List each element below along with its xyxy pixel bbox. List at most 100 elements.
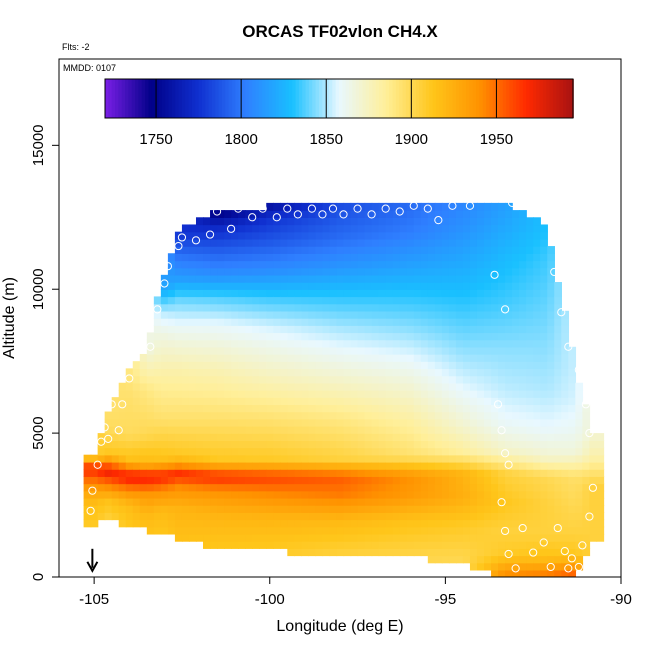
heatmap-cell xyxy=(364,490,373,499)
heatmap-cell xyxy=(287,483,296,492)
heatmap-cell xyxy=(210,425,218,434)
heatmap-cell xyxy=(512,404,520,413)
heatmap-cell xyxy=(181,325,190,334)
heatmap-cell xyxy=(280,353,289,362)
heatmap-cell xyxy=(561,433,570,441)
heatmap-cell xyxy=(420,282,429,290)
heatmap-cell xyxy=(350,497,359,506)
heatmap-cell xyxy=(322,490,331,499)
colorbar-segment xyxy=(466,79,471,118)
colorbar-segment xyxy=(228,79,233,118)
heatmap-cell xyxy=(195,411,204,420)
heatmap-cell xyxy=(540,353,548,362)
heatmap-cell xyxy=(392,505,401,513)
heatmap-cell xyxy=(371,375,380,384)
heatmap-cell xyxy=(301,231,310,240)
heatmap-cell xyxy=(385,238,394,247)
heatmap-cell xyxy=(132,469,141,477)
heatmap-cell xyxy=(357,353,366,362)
heatmap-cell xyxy=(455,353,464,362)
heatmap-cell xyxy=(203,418,211,427)
heatmap-cell xyxy=(238,224,246,233)
heatmap-cell xyxy=(181,267,190,276)
heatmap-cell xyxy=(357,512,366,521)
heatmap-cell xyxy=(371,440,380,449)
observation-point xyxy=(564,342,573,351)
heatmap-cell xyxy=(301,238,310,247)
heatmap-cell xyxy=(575,548,584,557)
colorbar-segment xyxy=(359,79,364,118)
heatmap-cell xyxy=(434,447,443,456)
heatmap-cell xyxy=(448,418,457,427)
heatmap-cell xyxy=(329,368,338,377)
heatmap-cell xyxy=(210,382,218,391)
heatmap-cell xyxy=(392,483,401,492)
heatmap-cell xyxy=(371,476,380,485)
heatmap-cell xyxy=(399,440,408,449)
heatmap-cell xyxy=(434,519,443,528)
heatmap-cell xyxy=(188,289,197,298)
heatmap-cell xyxy=(203,246,211,254)
heatmap-cell xyxy=(476,533,485,542)
heatmap-cell xyxy=(153,389,162,398)
heatmap-cell xyxy=(153,461,162,470)
heatmap-cell xyxy=(469,469,478,477)
heatmap-cell xyxy=(512,411,520,420)
heatmap-cell xyxy=(245,267,253,276)
heatmap-cell xyxy=(252,346,260,355)
heatmap-cell xyxy=(146,519,155,528)
observation-point xyxy=(93,460,102,469)
heatmap-cell xyxy=(596,454,605,463)
heatmap-cell xyxy=(167,476,176,485)
colorbar-segment xyxy=(282,79,287,118)
heatmap-cell xyxy=(350,267,359,276)
heatmap-cell xyxy=(568,418,577,427)
heatmap-cell xyxy=(505,202,513,211)
heatmap-cell xyxy=(434,454,443,463)
heatmap-cell xyxy=(308,296,317,305)
heatmap-cell xyxy=(434,483,443,492)
heatmap-cell xyxy=(399,411,408,420)
heatmap-cell xyxy=(181,361,190,370)
heatmap-cell xyxy=(476,512,485,521)
heatmap-cell xyxy=(533,310,541,319)
heatmap-cell xyxy=(217,210,225,218)
colorbar-segment xyxy=(318,79,324,118)
heatmap-cell xyxy=(448,267,457,276)
heatmap-cell xyxy=(160,490,169,499)
heatmap-cell xyxy=(266,217,274,226)
heatmap-cell xyxy=(97,433,106,441)
heatmap-cell xyxy=(364,274,373,283)
heatmap-cell xyxy=(533,346,541,355)
heatmap-cell xyxy=(434,339,443,348)
heatmap-cell xyxy=(540,246,548,254)
heatmap-cell xyxy=(406,548,415,557)
observation-point xyxy=(529,198,538,207)
heatmap-cell xyxy=(406,505,415,513)
heatmap-cell xyxy=(301,217,310,226)
heatmap-cell xyxy=(294,411,303,420)
heatmap-cell xyxy=(188,224,197,233)
heatmap-cell xyxy=(315,303,324,312)
heatmap-cell xyxy=(308,231,317,240)
heatmap-cell xyxy=(498,483,506,492)
heatmap-cell xyxy=(469,368,478,377)
heatmap-cell xyxy=(533,318,541,326)
heatmap-cell xyxy=(111,397,120,406)
heatmap-cell xyxy=(203,346,211,355)
heatmap-cell xyxy=(195,361,204,370)
heatmap-cell xyxy=(582,548,591,557)
heatmap-cell xyxy=(217,476,225,485)
heatmap-cell xyxy=(357,202,366,211)
heatmap-cell xyxy=(104,483,113,492)
heatmap-cell xyxy=(139,519,148,528)
heatmap-cell xyxy=(160,397,169,406)
heatmap-cell xyxy=(322,231,331,240)
heatmap-cell xyxy=(315,339,324,348)
heatmap-cell xyxy=(462,318,471,326)
heatmap-cell xyxy=(441,389,450,398)
heatmap-cell xyxy=(427,303,436,312)
heatmap-cell xyxy=(519,231,527,240)
heatmap-cell xyxy=(392,282,401,290)
